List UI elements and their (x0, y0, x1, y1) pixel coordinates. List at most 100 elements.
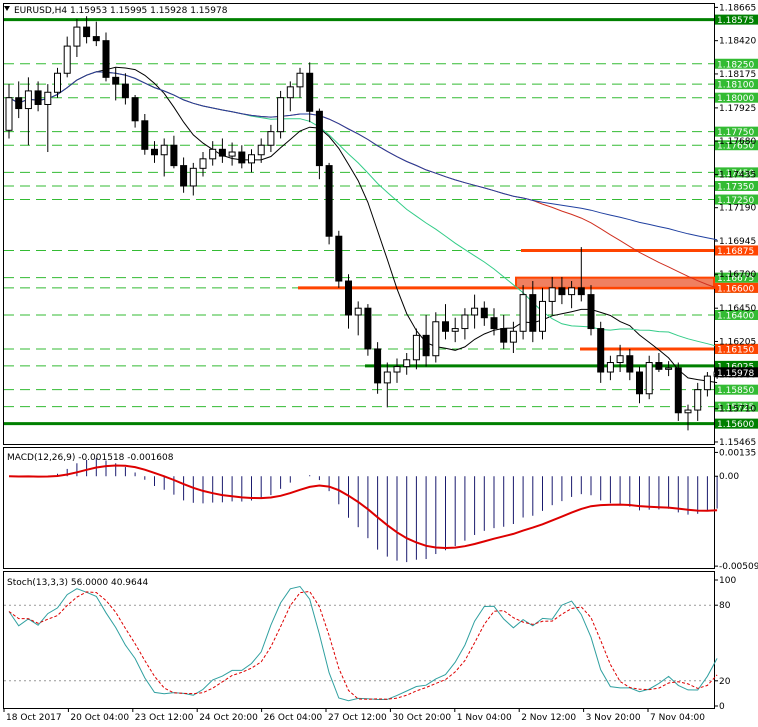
level-label-bg (715, 194, 758, 205)
y-tick-label: 1.17190 (719, 204, 756, 214)
candle-body (34, 90, 42, 105)
candle-body (15, 97, 23, 110)
price-pane[interactable] (3, 3, 715, 445)
candle-body (315, 110, 323, 167)
level-label: 1.18000 (717, 94, 754, 104)
y-tick-label: 1.17680 (719, 137, 756, 147)
level-label: 1.18100 (717, 81, 754, 91)
candle-body (248, 154, 255, 164)
stoch-y-tick-label: 100 (719, 576, 736, 586)
zone-rect (515, 276, 715, 289)
level-label: 1.15600 (717, 420, 754, 430)
candle-body (558, 287, 566, 296)
level-label-bg (715, 418, 758, 429)
candle-body (199, 158, 207, 169)
macd-header: MACD(12,26,9) -0.001518 -0.001608 (7, 453, 174, 463)
moving-average-line (8, 71, 718, 241)
price-axis: 1.18250 1.18100 1.18000 1.17750 1.17650 1.174… (714, 3, 758, 448)
level-label-bg (715, 92, 758, 103)
candle-body (383, 371, 391, 384)
candle-body (345, 280, 352, 316)
candle-body (238, 151, 246, 164)
macd-indicator: 0.00135 0.00 -0.005094 (8, 448, 758, 572)
level-label-bg (715, 272, 758, 283)
macd-y-tick-label: -0.005094 (719, 562, 758, 572)
candle-body (665, 367, 673, 370)
level-label-bg (715, 401, 758, 412)
current-price-label: 1.15978 (717, 369, 754, 379)
level-label-bg (715, 360, 758, 371)
level-label-bg (715, 126, 758, 137)
candle-body (141, 120, 149, 150)
x-tick-label: 23 Oct 12:00 (135, 713, 194, 723)
level-label: 1.17650 (717, 142, 754, 152)
x-tick-label: 18 Oct 2017 (6, 713, 62, 723)
level-label: 1.16675 (717, 274, 754, 284)
candle-body (655, 362, 663, 370)
level-label-bg (715, 384, 758, 395)
candle-body (325, 165, 333, 237)
level-label: 1.16400 (717, 311, 754, 321)
candle-body (257, 144, 265, 156)
y-tick-label: 1.17925 (719, 104, 756, 114)
y-tick-label: 1.16205 (719, 337, 756, 347)
y-tick-label: 1.16450 (719, 304, 756, 314)
level-label-bg (715, 58, 758, 69)
candle-body (422, 334, 430, 357)
candle-body (451, 328, 459, 332)
candle-body (102, 40, 110, 78)
x-tick-label: 3 Nov 20:00 (586, 713, 641, 723)
level-label-bg (715, 309, 758, 320)
candle-body (180, 165, 188, 187)
stoch-pane[interactable] (3, 571, 715, 709)
candle-body (286, 86, 294, 99)
level-label-bg (715, 79, 758, 90)
level-label-bg (715, 343, 758, 354)
candle-body (645, 362, 653, 395)
stoch-indicator: 100 80 20 0 (4, 576, 736, 712)
macd-pane[interactable] (3, 447, 715, 569)
chart-header: EURUSD,H4 1.15953 1.15995 1.15928 1.1597… (14, 6, 228, 16)
x-tick-label: 7 Nov 04:00 (650, 713, 705, 723)
y-tick-label: 1.18420 (719, 37, 756, 47)
candle-body (228, 151, 236, 157)
level-label: 1.17750 (717, 128, 754, 138)
candle-body (548, 287, 556, 302)
candle-body (374, 348, 382, 384)
x-tick-label: 24 Oct 20:00 (199, 713, 258, 723)
stoch-y-tick-label: 20 (719, 677, 731, 687)
candle-body (694, 389, 702, 411)
candle-body (73, 26, 81, 47)
stoch-y-tick-label: 80 (719, 601, 731, 611)
candle-body (24, 90, 32, 110)
candle-body (354, 307, 362, 316)
candle-body (189, 167, 197, 187)
candle-body (364, 307, 372, 350)
candle-body (597, 328, 605, 373)
candle-body (121, 83, 129, 99)
candle-body (54, 72, 61, 93)
candle-body (306, 72, 314, 112)
stoch-header: Stoch(13,3,3) 56.0000 40.9644 (7, 578, 148, 588)
candle-body (490, 317, 498, 330)
candle-body (529, 294, 537, 332)
candle-body (44, 91, 52, 105)
level-label-bg (715, 245, 758, 256)
y-tick-label: 1.16945 (719, 237, 756, 247)
candle-body (500, 328, 508, 343)
x-tick-label: 26 Oct 04:00 (264, 713, 323, 723)
y-tick-label: 1.15465 (719, 438, 756, 448)
candle-body (335, 235, 343, 282)
candle-body (296, 72, 304, 88)
candle-body (131, 97, 139, 122)
level-label-bg (715, 180, 758, 191)
candle-body (160, 144, 168, 156)
candle-body (539, 300, 546, 332)
candle-body (267, 131, 275, 146)
candle-body (170, 144, 178, 167)
candle-body (587, 294, 595, 330)
candle-body (509, 330, 517, 343)
level-label-bg (715, 14, 758, 25)
candle-body (393, 366, 401, 373)
